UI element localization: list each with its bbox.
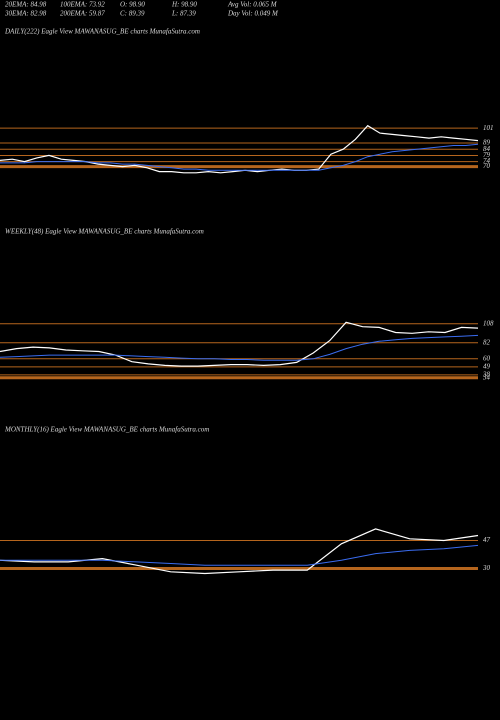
header-stat: 100EMA: 73.92	[60, 1, 105, 9]
level-label: 70	[483, 162, 491, 170]
panel-title: WEEKLY(48) Eagle View MAWANASUG_BE chart…	[5, 228, 204, 236]
price-line	[0, 124, 479, 174]
header-stat: C: 89.39	[120, 10, 145, 18]
panel-title: MONTHLY(16) Eagle View MAWANASUG_BE char…	[4, 426, 209, 434]
level-label: 82	[483, 338, 491, 346]
level-label: 38	[482, 370, 491, 378]
level-label: 84	[483, 145, 491, 153]
ema-line	[0, 544, 479, 566]
header-stat: 200EMA: 59.87	[60, 10, 105, 18]
level-label: 89	[483, 139, 491, 147]
header-stat: O: 98.90	[120, 1, 145, 9]
level-label: 74	[483, 157, 491, 165]
header-stat: 20EMA: 84.98	[5, 1, 47, 9]
header-stat: Avg Vol: 0.065 M	[227, 1, 278, 9]
level-label: 34	[482, 373, 491, 381]
level-label: 30	[482, 564, 491, 572]
level-label: 47	[483, 536, 491, 544]
level-label: 108	[483, 319, 494, 327]
header-stat: H: 98.90	[171, 1, 197, 9]
level-label: 101	[483, 124, 494, 132]
header-stat: L: 87.39	[171, 10, 196, 18]
ema-line	[0, 143, 479, 171]
panel-title: DAILY(222) Eagle View MAWANASUG_BE chart…	[4, 28, 200, 36]
level-label: 60	[483, 354, 491, 362]
header-stat: Day Vol: 0.049 M	[227, 10, 279, 18]
level-label: 79	[483, 151, 491, 159]
price-line	[0, 321, 479, 367]
ema-line	[0, 334, 479, 361]
level-label: 49	[483, 362, 491, 370]
header-stat: 30EMA: 82.98	[4, 10, 47, 18]
